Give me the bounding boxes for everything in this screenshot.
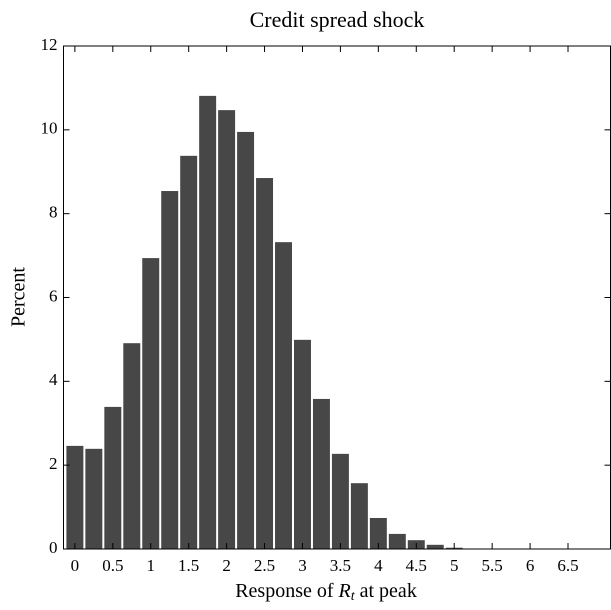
x-tick-label: 3.5 [330,556,351,575]
y-tick-label: 10 [41,119,58,138]
bar [142,258,160,549]
y-axis-label: Percent [8,267,30,327]
x-tick-label: 5 [450,556,459,575]
bar [369,517,387,549]
bar [237,131,255,549]
x-label-part: at peak [355,580,417,602]
y-tick-label: 8 [49,203,58,222]
y-tick-label: 2 [49,454,58,473]
bar [331,453,349,549]
bar [218,110,236,549]
x-tick-label: 0 [71,556,80,575]
x-tick-label: 6 [526,556,535,575]
bar [388,533,406,549]
y-tick-label: 4 [49,370,58,389]
x-tick-label: 1.5 [178,556,199,575]
chart-title: Credit spread shock [250,7,425,32]
bar [256,178,274,549]
bar [312,398,330,549]
x-tick-label: 2 [222,556,231,575]
bar [350,483,368,549]
y-tick-label: 6 [49,286,58,305]
bar [85,448,103,549]
x-axis-label: Response of Rt at peak [235,580,417,605]
x-tick-label: 4.5 [406,556,427,575]
x-label-symbol: R [338,580,351,602]
y-tick-label: 12 [41,35,58,54]
bar [180,155,198,550]
x-tick-label: 3 [298,556,307,575]
bar [293,339,311,549]
bar [66,445,84,549]
x-tick-label: 0.5 [102,556,123,575]
x-label-part: Response of [235,580,338,602]
bar [426,544,444,549]
x-tick-label: 2.5 [254,556,275,575]
bar [161,191,179,549]
x-tick-label: 5.5 [482,556,503,575]
bar [275,242,292,550]
bar [123,343,141,549]
x-tick-label: 4 [374,556,383,575]
bar [104,406,122,549]
y-tick-label: 0 [49,538,58,557]
bar [199,95,217,550]
x-label-subscript: t [351,589,356,604]
x-tick-label: 6.5 [557,556,578,575]
x-tick-label: 1 [146,556,155,575]
